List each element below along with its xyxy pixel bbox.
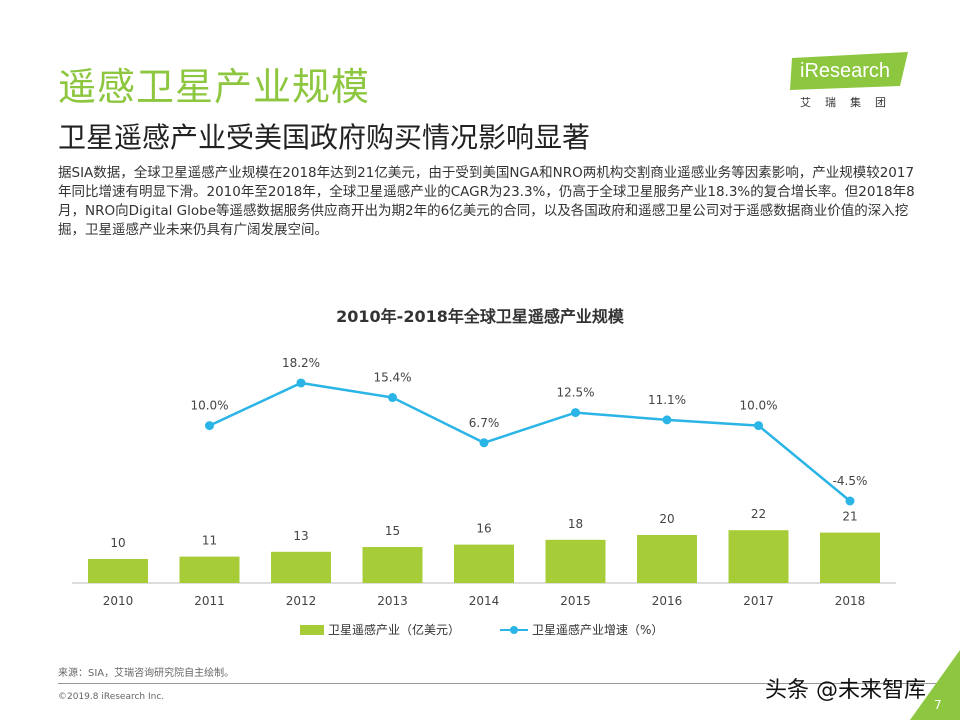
growth-label-2017: 10.0% <box>739 399 777 413</box>
growth-label-2011: 10.0% <box>190 399 228 413</box>
bar-label-2018: 21 <box>842 510 857 524</box>
bar-label-2013: 15 <box>385 524 400 538</box>
x-tick-2014: 2014 <box>469 594 500 608</box>
legend-line-marker <box>510 626 518 634</box>
growth-point-2011 <box>205 421 214 431</box>
copyright: ©2019.8 iResearch Inc. <box>58 692 165 702</box>
bar-label-2017: 22 <box>751 507 766 521</box>
bar-2012 <box>271 551 331 583</box>
page-subtitle: 卫星遥感产业受美国政府购买情况影响显著 <box>58 121 591 154</box>
growth-point-2013 <box>388 393 397 403</box>
footer-divider <box>58 683 938 684</box>
growth-point-2016 <box>662 415 672 425</box>
bar-2013 <box>362 547 423 583</box>
logo-subtext: 艾瑞集团 <box>800 96 900 109</box>
x-tick-2018: 2018 <box>835 594 866 608</box>
x-tick-2016: 2016 <box>652 594 683 608</box>
bar-label-2016: 20 <box>659 512 674 526</box>
growth-point-2015 <box>571 408 580 418</box>
page-number: 7 <box>934 698 942 712</box>
bar-label-2014: 16 <box>476 522 491 536</box>
chart: 2010年-2018年全球卫星遥感产业规模 102010112011132012… <box>72 307 896 637</box>
bar-label-2015: 18 <box>568 517 583 531</box>
legend-bar-swatch <box>300 625 324 635</box>
bar-2015 <box>545 539 606 583</box>
growth-label-2012: 18.2% <box>282 356 320 370</box>
watermark: 头条 @未来智库 <box>765 678 926 703</box>
bar-2016 <box>637 535 697 583</box>
growth-line <box>208 381 851 502</box>
growth-label-2013: 15.4% <box>373 371 411 385</box>
bar-label-2011: 11 <box>202 534 217 548</box>
bar-2017 <box>728 530 789 583</box>
growth-label-2016: 11.1% <box>648 393 686 407</box>
growth-label-2015: 12.5% <box>556 386 594 400</box>
source-note: 来源：SIA，艾瑞咨询研究院自主绘制。 <box>58 668 235 679</box>
x-tick-2012: 2012 <box>286 594 317 608</box>
bar-2014 <box>454 544 514 583</box>
chart-title: 2010年-2018年全球卫星遥感产业规模 <box>336 307 625 326</box>
growth-point-2018 <box>845 496 855 506</box>
logo-text: iResearch <box>800 60 891 82</box>
x-tick-2017: 2017 <box>743 594 774 608</box>
corner-decoration <box>910 650 960 720</box>
bar-label-2010: 10 <box>110 536 125 550</box>
bar-2011 <box>179 556 240 583</box>
x-tick-2011: 2011 <box>194 594 225 608</box>
bar-label-2012: 13 <box>293 529 308 543</box>
iresearch-logo <box>790 52 908 90</box>
legend-line-label: 卫星遥感产业增速（%） <box>532 622 663 637</box>
growth-point-2014 <box>479 438 489 448</box>
body-text: 据SIA数据，全球卫星遥感产业规模在2018年达到21亿美元，由于受到美国NGA… <box>58 165 915 238</box>
x-tick-2015: 2015 <box>560 594 591 608</box>
legend-bar-label: 卫星遥感产业（亿美元） <box>328 622 460 637</box>
growth-point-2017 <box>754 421 763 431</box>
bar-2018 <box>820 532 880 583</box>
growth-label-2014: 6.7% <box>469 416 500 430</box>
x-tick-2013: 2013 <box>377 594 408 608</box>
x-tick-2010: 2010 <box>103 594 134 608</box>
growth-label-2018: -4.5% <box>833 474 868 488</box>
page-title: 遥感卫星产业规模 <box>58 65 371 109</box>
bar-2010 <box>88 559 148 583</box>
growth-point-2012 <box>296 378 306 388</box>
